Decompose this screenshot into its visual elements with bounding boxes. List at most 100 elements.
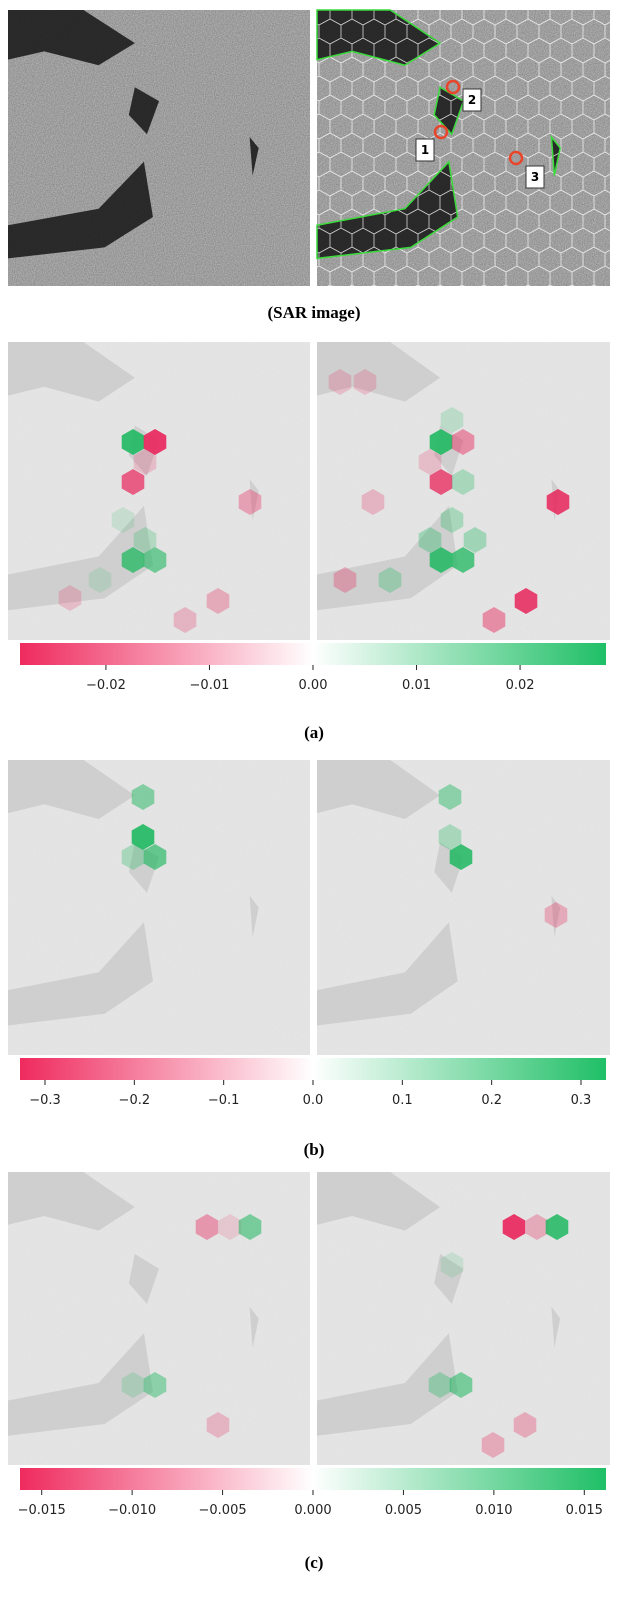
dark-region <box>317 760 441 819</box>
superpixel <box>121 547 145 573</box>
superpixel-grid <box>317 10 610 286</box>
superpixel <box>438 784 462 810</box>
superpixel <box>482 607 506 633</box>
tick-label: −0.015 <box>18 1503 66 1518</box>
superpixel <box>514 588 538 614</box>
dark-region <box>317 922 458 1026</box>
dark-region <box>128 87 159 135</box>
marker-label: 1 <box>421 143 429 157</box>
superpixel <box>333 567 357 593</box>
superpixel <box>513 1412 537 1438</box>
superpixel <box>429 547 453 573</box>
tick-label: 0.01 <box>402 678 431 693</box>
superpixel <box>328 369 352 395</box>
dark-region <box>551 1306 561 1348</box>
dark-region <box>8 1172 135 1231</box>
dark-region <box>249 136 259 176</box>
superpixel <box>143 429 167 455</box>
superpixel <box>378 567 402 593</box>
superpixel <box>121 469 145 495</box>
dark-region <box>8 922 153 1026</box>
colorbar <box>20 1058 606 1080</box>
superpixel <box>121 844 145 870</box>
dark-region <box>317 1333 458 1436</box>
tick-label: 0.0 <box>303 1093 324 1108</box>
superpixel <box>143 1372 167 1398</box>
tick-label: 0.00 <box>299 678 328 693</box>
tick-label: 0.010 <box>475 1503 512 1518</box>
superpixel <box>131 824 155 850</box>
superpixel <box>238 489 262 515</box>
highlight-circle <box>445 79 461 95</box>
superpixel <box>440 507 464 533</box>
superpixel <box>143 547 167 573</box>
superpixel <box>133 449 157 475</box>
superpixel <box>195 1214 219 1240</box>
superpixel <box>449 1372 473 1398</box>
superpixel <box>111 507 135 533</box>
superpixel <box>481 1432 505 1458</box>
tick-label: −0.2 <box>119 1093 151 1108</box>
superpixel <box>206 588 230 614</box>
caption: (SAR image) <box>267 303 360 322</box>
superpixel <box>131 784 155 810</box>
superpixel <box>451 469 475 495</box>
superpixel <box>418 449 442 475</box>
superpixel <box>438 824 462 850</box>
tick-label: 0.02 <box>506 678 535 693</box>
dark-region <box>434 1254 464 1304</box>
segment-outline <box>316 9 442 67</box>
superpixel <box>238 1214 262 1240</box>
segment-outline <box>550 134 561 176</box>
superpixel <box>418 527 442 553</box>
tick-label: 0.000 <box>294 1503 331 1518</box>
superpixel <box>121 429 145 455</box>
superpixel <box>525 1214 549 1240</box>
dark-region <box>8 1333 153 1436</box>
superpixel <box>429 469 453 495</box>
tick-label: 0.005 <box>385 1503 422 1518</box>
superpixel <box>121 1372 145 1398</box>
tick-label: 0.3 <box>571 1093 592 1108</box>
superpixel <box>218 1214 242 1240</box>
caption: (c) <box>305 1553 324 1572</box>
marker-box <box>415 138 435 162</box>
dark-region <box>128 1254 159 1304</box>
superpixel <box>143 844 167 870</box>
tick-label: 0.015 <box>566 1503 603 1518</box>
dark-region <box>8 342 135 402</box>
segment-outline <box>433 86 465 136</box>
dark-region <box>317 505 458 611</box>
superpixel <box>429 429 453 455</box>
superpixel <box>361 489 385 515</box>
marker-box <box>462 88 482 112</box>
tick-label: −0.005 <box>199 1503 247 1518</box>
superpixel <box>133 527 157 553</box>
colorbar <box>20 1468 606 1490</box>
superpixel <box>449 844 473 870</box>
dark-region <box>317 1172 441 1231</box>
superpixel <box>428 1372 452 1398</box>
highlight-circle <box>433 124 449 140</box>
tick-label: −0.010 <box>108 1503 156 1518</box>
tick-label: −0.3 <box>29 1093 61 1108</box>
superpixel <box>206 1412 230 1438</box>
superpixel <box>544 902 568 928</box>
superpixel <box>545 1214 569 1240</box>
superpixel <box>353 369 377 395</box>
caption: (a) <box>304 723 324 742</box>
tick-label: 0.1 <box>392 1093 413 1108</box>
superpixel <box>58 585 82 611</box>
superpixel <box>88 567 112 593</box>
superpixel <box>502 1214 526 1240</box>
marker-label: 2 <box>468 93 476 107</box>
dark-region <box>551 895 561 937</box>
caption: (b) <box>304 1140 325 1159</box>
tick-label: −0.1 <box>208 1093 240 1108</box>
dark-region <box>8 760 135 819</box>
marker-box <box>525 165 545 189</box>
superpixel <box>451 547 475 573</box>
tick-label: −0.02 <box>86 678 126 693</box>
tick-label: 0.2 <box>481 1093 502 1108</box>
